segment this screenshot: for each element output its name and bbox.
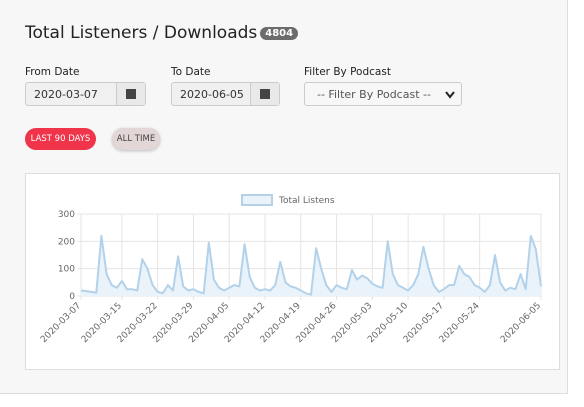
podcast-value: -- Filter By Podcast -- [317,88,431,101]
y-tick-label: 0 [69,292,75,302]
all-time-button[interactable]: ALL TIME [112,128,160,150]
legend-swatch [241,194,273,206]
calendar-button[interactable] [116,83,145,105]
legend-label: Total Listens [278,196,335,206]
panel: Total Listeners / Downloads 4804 From Dat… [0,0,568,394]
chart: Total Listens01002003002020-03-072020-03… [39,194,543,345]
from-label: From Date [25,66,80,78]
title-text: Total Listeners / Downloads [25,23,258,43]
line [80,234,542,296]
to-label: To Date [171,66,211,78]
calendar-button[interactable] [250,83,279,105]
last-90-button[interactable]: LAST 90 DAYS [25,128,96,150]
to-input[interactable]: 2020-06-05 [171,82,280,106]
y-tick-label: 200 [58,237,75,247]
from-input[interactable]: 2020-03-07 [25,82,146,106]
count-badge: 4804 [260,26,299,40]
y-tick-label: 300 [58,210,75,220]
x-tick-label: 2020-06-05 [499,301,543,345]
y-tick-label: 100 [58,265,75,275]
podcast-label: Filter By Podcast [304,66,391,78]
podcast-select[interactable]: -- Filter By Podcast -- [304,82,462,106]
to-value: 2020-06-05 [180,88,244,101]
chart-card: Total Listens 0 100 200 300 2020-03-07 2020-03… [25,173,560,370]
page-title: Total Listeners / Downloads 4804 [25,23,299,43]
from-value: 2020-03-07 [34,88,98,101]
x-tick-label: 2020-03-07 [39,301,83,345]
area [81,235,541,296]
